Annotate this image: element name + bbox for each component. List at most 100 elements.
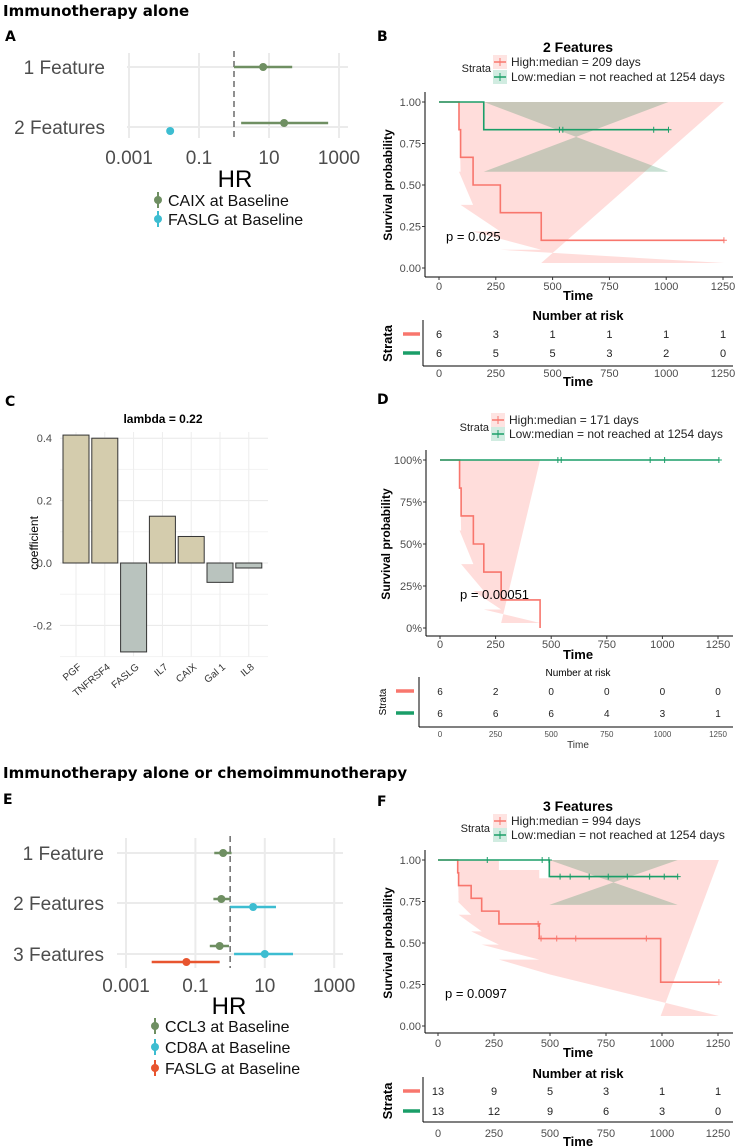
- x-tick-label: 500: [541, 1038, 559, 1050]
- risk-table-y-title: Strata: [380, 324, 395, 362]
- risk-count: 5: [550, 348, 556, 360]
- x-tick-label: 0.001: [105, 148, 153, 169]
- risk-x-tick-label: 0: [436, 368, 442, 380]
- risk-table-x-title: Time: [563, 1134, 593, 1146]
- censor-mark: [484, 857, 491, 863]
- censor-mark: [624, 873, 631, 880]
- censor-mark: [557, 873, 564, 880]
- legend-key-point: [151, 1064, 159, 1072]
- legend-label: Low:median = not reached at 1254 days: [511, 828, 725, 842]
- risk-x-tick-label: 500: [545, 730, 559, 739]
- survival-curve: [438, 859, 678, 878]
- censor-mark: [661, 873, 668, 880]
- y-tick-label: 0.50: [400, 180, 421, 192]
- risk-x-tick-label: 750: [600, 368, 618, 380]
- x-tick-label: 1250: [706, 639, 730, 651]
- risk-count: 4: [604, 709, 610, 720]
- risk-count: 1: [606, 329, 612, 341]
- censor-mark: [605, 873, 612, 880]
- x-axis-title: HR: [218, 166, 253, 193]
- risk-x-tick-label: 250: [489, 730, 503, 739]
- risk-count: 0: [660, 687, 666, 698]
- confidence-band: [459, 460, 541, 623]
- legend-title: Strata: [461, 823, 491, 835]
- bar-caix: [177, 535, 205, 564]
- x-tick-label: 1000: [654, 281, 678, 293]
- risk-table-y-title: Strata: [380, 1082, 395, 1120]
- hazard-ratio-point: [259, 63, 268, 71]
- survival-curve: [439, 101, 724, 242]
- risk-x-tick-label: 1000: [654, 368, 678, 380]
- hazard-ratio-point: [217, 895, 226, 903]
- x-tick-label: 1000: [650, 639, 674, 651]
- y-axis-title: Survival probability: [381, 129, 395, 241]
- censor-mark: [715, 979, 722, 986]
- y-tick-label: 0.75: [400, 897, 421, 909]
- risk-table-x-title: Time: [567, 740, 589, 751]
- risk-count: 12: [488, 1106, 500, 1118]
- risk-count: 6: [436, 348, 442, 360]
- row-label: 2 Features: [14, 118, 105, 139]
- legend-label: CD8A at Baseline: [165, 1040, 291, 1057]
- survival-curve: [440, 459, 541, 628]
- x-tick-label: 750: [600, 281, 618, 293]
- x-tick-label: IL7: [153, 662, 171, 680]
- risk-count: 6: [493, 709, 499, 720]
- y-tick-label: 100%: [394, 455, 422, 467]
- risk-x-tick-label: 1250: [711, 368, 735, 380]
- risk-x-tick-label: 1250: [709, 730, 727, 739]
- y-tick-label: 1.00: [400, 97, 421, 109]
- y-axis-title: Survival probability: [379, 488, 393, 600]
- section-title-immuno-or-chemo: Immunotherapy alone or chemoimmunotherap…: [3, 764, 407, 782]
- x-tick-label: 500: [542, 639, 560, 651]
- x-tick-label: 250: [485, 1038, 503, 1050]
- censor-mark: [661, 457, 668, 463]
- row-label: 3 Features: [13, 945, 104, 966]
- risk-count: 0: [604, 687, 610, 698]
- risk-table-title: Number at risk: [532, 308, 624, 323]
- censor-mark: [650, 126, 657, 133]
- y-tick-label: 0.25: [400, 980, 421, 992]
- censor-mark: [646, 873, 653, 880]
- y-tick-label: 0%: [406, 623, 422, 635]
- x-tick-label: CAIX: [174, 662, 199, 686]
- x-tick-label: 750: [597, 1038, 615, 1050]
- risk-count: 3: [603, 1086, 609, 1098]
- legend-label: High:median = 209 days: [511, 55, 641, 69]
- censor-mark: [674, 873, 681, 880]
- risk-count: 1: [715, 709, 721, 720]
- risk-x-tick-label: 500: [541, 1128, 559, 1140]
- legend-key-point: [151, 1043, 159, 1051]
- censor-mark: [720, 237, 727, 244]
- risk-count: 6: [437, 687, 443, 698]
- confidence-band: [458, 102, 724, 264]
- hazard-ratio-point: [182, 958, 191, 966]
- x-tick-label: 250: [487, 281, 505, 293]
- risk-x-tick-label: 750: [597, 1128, 615, 1140]
- survival-curve: [438, 859, 719, 983]
- x-tick-label: IL8: [239, 662, 257, 680]
- legend-key-point: [154, 196, 162, 204]
- risk-count: 0: [720, 348, 726, 360]
- risk-count: 2: [663, 348, 669, 360]
- x-tick-label: 0: [435, 1038, 441, 1050]
- hazard-ratio-point: [215, 942, 224, 950]
- chart-title: 2 Features: [543, 39, 613, 55]
- censor-mark: [586, 873, 593, 880]
- bar-pgf: [62, 434, 90, 564]
- censor-mark: [553, 935, 560, 942]
- legend-label: FASLG at Baseline: [168, 212, 303, 229]
- x-tick-label: 0.001: [102, 976, 150, 997]
- risk-count: 0: [715, 1106, 721, 1118]
- x-tick-label: 1000: [650, 1038, 674, 1050]
- risk-count: 9: [547, 1106, 553, 1118]
- chart-title: lambda = 0.22: [123, 412, 202, 426]
- censor-mark: [535, 920, 542, 927]
- legend-label: High:median = 171 days: [509, 413, 639, 427]
- censor-mark: [647, 457, 654, 463]
- risk-count: 3: [606, 348, 612, 360]
- risk-count: 9: [491, 1086, 497, 1098]
- risk-count: 13: [432, 1086, 444, 1098]
- p-value-label: p = 0.00051: [460, 587, 529, 602]
